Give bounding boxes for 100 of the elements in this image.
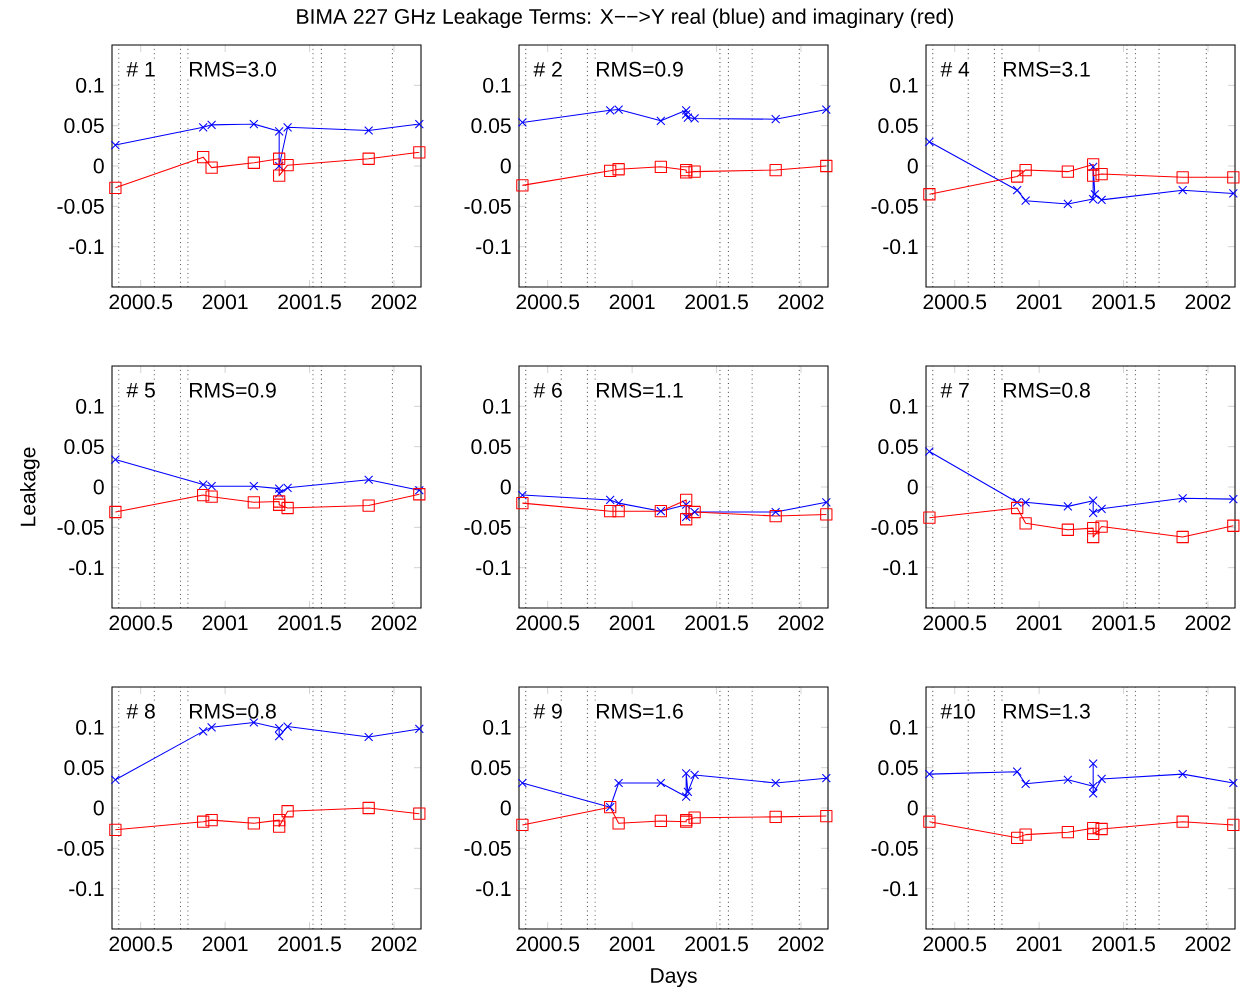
x-tick-label: 2001 (609, 936, 655, 952)
x-tick-label: 2000.5 (109, 936, 173, 952)
y-tick-label: -0.05 (871, 519, 918, 535)
x-axis-title: Days (651, 968, 697, 988)
annotation: # 2 (533, 61, 562, 77)
x-tick-label: 2001 (609, 615, 655, 631)
x-tick-label: 2001.5 (1092, 936, 1155, 952)
x-tick-label: 2001.5 (685, 294, 748, 310)
x-tick-label: 2001 (202, 936, 248, 952)
annotation: RMS=1.6 (597, 703, 683, 719)
annotation: RMS=3.0 (190, 61, 276, 77)
y-tick-label: 0 (500, 158, 511, 174)
x-tick-label: 2001 (202, 294, 248, 310)
x-tick-label: 2001.5 (685, 936, 748, 952)
x-tick-label: 2001.5 (1092, 294, 1155, 310)
y-tick-label: -0.05 (871, 840, 918, 856)
y-tick-label: -0.05 (464, 198, 511, 214)
y-tick-label: -0.1 (69, 560, 104, 576)
x-tick-label: 2000.5 (516, 615, 580, 631)
y-tick-label: 0.05 (878, 760, 918, 776)
annotation: # 4 (940, 61, 970, 77)
y-tick-label: 0.05 (471, 439, 511, 455)
y-tick-label: 0 (500, 800, 511, 816)
y-tick-label: 0.1 (76, 719, 104, 735)
annotation: # 8 (126, 703, 155, 719)
x-tick-label: 2002 (1185, 936, 1231, 952)
y-tick-label: -0.05 (871, 198, 918, 214)
y-axis-title: Leakage (20, 447, 40, 526)
x-tick-label: 2002 (778, 294, 824, 310)
y-tick-label: 0 (907, 158, 918, 174)
y-tick-label: -0.05 (464, 840, 511, 856)
annotation: RMS=0.8 (1004, 382, 1090, 398)
x-tick-label: 2002 (371, 615, 417, 631)
x-tick-label: 2002 (371, 936, 417, 952)
x-tick-label: 2000.5 (923, 936, 987, 952)
annotation: # 7 (940, 382, 969, 398)
x-tick-label: 2001 (202, 615, 248, 631)
y-tick-label: 0.1 (76, 398, 104, 414)
y-tick-label: 0.05 (471, 760, 511, 776)
y-tick-label: 0 (93, 800, 104, 816)
x-tick-label: 2002 (778, 936, 824, 952)
text: BIMA 227 GHz Leakage Terms: X−−>Y real (blue) and imaginary (red) (297, 8, 953, 29)
x-tick-label: 2000.5 (516, 294, 580, 310)
x-tick-label: 2002 (1185, 615, 1231, 631)
y-tick-label: -0.1 (883, 881, 918, 897)
x-tick-label: 2001 (609, 294, 655, 310)
x-tick-label: 2001.5 (278, 615, 341, 631)
x-tick-label: 2000.5 (923, 615, 987, 631)
y-tick-label: -0.05 (57, 840, 104, 856)
x-tick-label: 2001 (1016, 936, 1062, 952)
y-tick-label: 0.1 (890, 719, 918, 735)
y-tick-label: 0 (500, 479, 511, 495)
y-tick-label: 0.1 (483, 398, 511, 414)
annotation: # 1 (126, 61, 155, 77)
x-tick-label: 2002 (1185, 294, 1231, 310)
y-tick-label: -0.1 (476, 560, 511, 576)
y-tick-label: 0.05 (64, 760, 104, 776)
y-tick-label: 0.05 (64, 439, 104, 455)
annotation: # 9 (533, 703, 562, 719)
y-tick-label: 0.1 (890, 398, 918, 414)
annotation: RMS=1.1 (597, 382, 683, 398)
y-tick-label: 0.1 (483, 77, 511, 93)
y-tick-label: 0.05 (878, 439, 918, 455)
annotation: # 5 (126, 382, 155, 398)
x-tick-label: 2001.5 (1092, 615, 1155, 631)
y-tick-label: 0.1 (76, 77, 104, 93)
x-tick-label: 2000.5 (109, 294, 173, 310)
annotation: #10 (940, 703, 975, 719)
y-tick-label: -0.05 (57, 519, 104, 535)
y-tick-label: -0.1 (476, 881, 511, 897)
annotation: RMS=3.1 (1004, 61, 1090, 77)
y-tick-label: 0 (93, 479, 104, 495)
y-tick-label: -0.05 (57, 198, 104, 214)
x-tick-label: 2001.5 (278, 294, 341, 310)
y-tick-label: 0 (93, 158, 104, 174)
y-tick-label: 0.05 (64, 118, 104, 134)
x-tick-label: 2002 (371, 294, 417, 310)
y-tick-label: -0.1 (883, 239, 918, 255)
annotation: RMS=0.9 (597, 61, 683, 77)
y-tick-label: -0.05 (464, 519, 511, 535)
y-tick-label: -0.1 (69, 239, 104, 255)
x-tick-label: 2000.5 (109, 615, 173, 631)
x-tick-label: 2001.5 (685, 615, 748, 631)
annotation: # 6 (533, 382, 562, 398)
x-tick-label: 2001.5 (278, 936, 341, 952)
x-tick-label: 2000.5 (923, 294, 987, 310)
x-tick-label: 2000.5 (516, 936, 580, 952)
y-tick-label: 0 (907, 479, 918, 495)
y-tick-label: -0.1 (69, 881, 104, 897)
y-tick-label: 0.1 (890, 77, 918, 93)
y-tick-label: 0.1 (483, 719, 511, 735)
x-tick-label: 2001 (1016, 615, 1062, 631)
x-tick-label: 2001 (1016, 294, 1062, 310)
x-tick-label: 2002 (778, 615, 824, 631)
y-tick-label: 0.05 (878, 118, 918, 134)
annotation: RMS=0.8 (190, 703, 276, 719)
y-tick-label: -0.1 (476, 239, 511, 255)
annotation: RMS=1.3 (1004, 703, 1090, 719)
y-tick-label: 0 (907, 800, 918, 816)
annotation: RMS=0.9 (190, 382, 276, 398)
